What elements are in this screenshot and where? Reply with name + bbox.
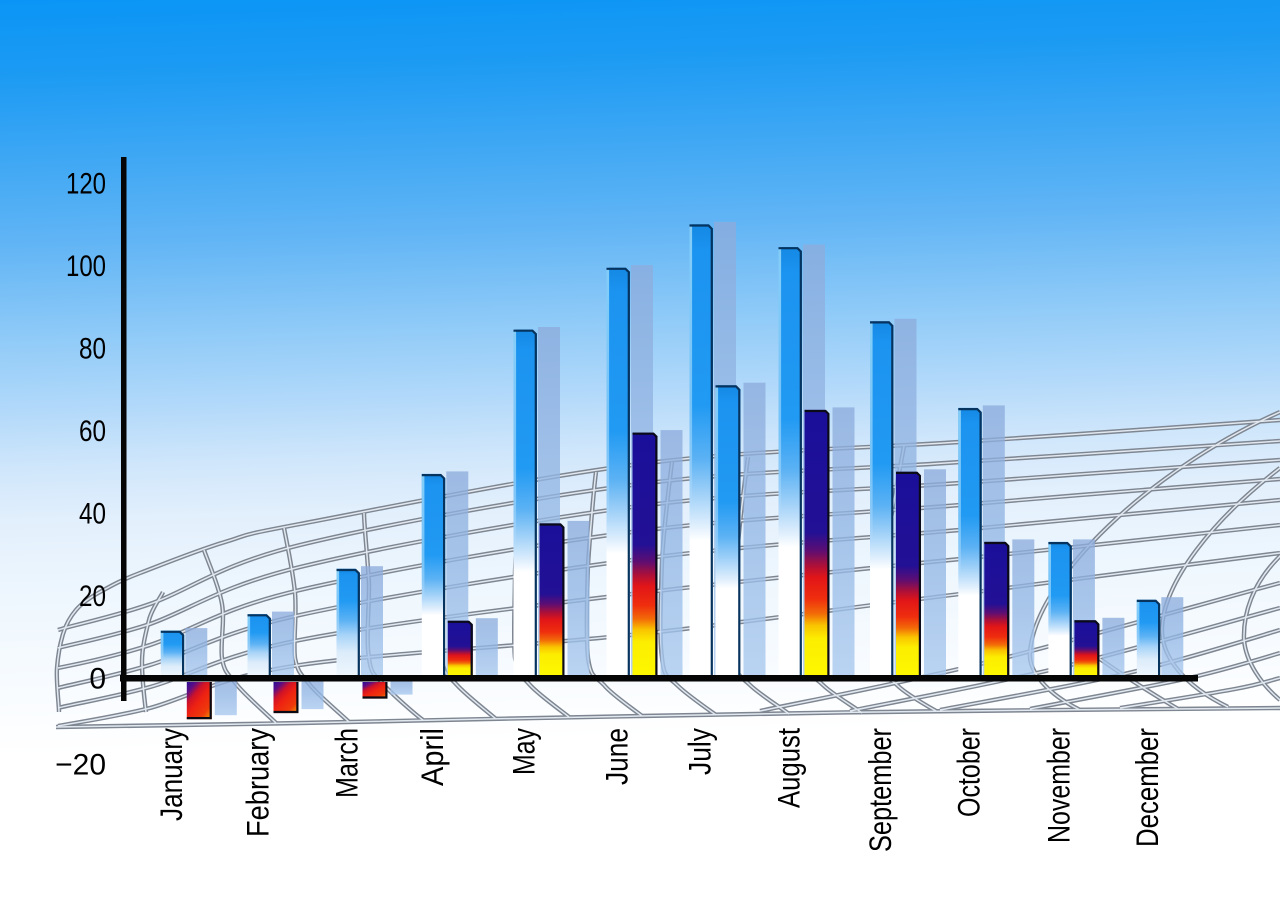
svg-text:−20: −20	[55, 749, 106, 782]
svg-text:80: 80	[79, 333, 106, 366]
svg-text:December: December	[1129, 728, 1165, 847]
svg-text:February: February	[240, 728, 276, 837]
svg-text:120: 120	[66, 168, 106, 201]
svg-text:September: September	[862, 728, 898, 852]
svg-text:March: March	[329, 728, 365, 798]
svg-text:November: November	[1040, 728, 1076, 843]
svg-text:January: January	[153, 728, 189, 821]
svg-text:0: 0	[89, 663, 106, 696]
svg-text:July: July	[682, 728, 718, 775]
svg-text:60: 60	[79, 415, 106, 448]
svg-text:40: 40	[79, 498, 106, 531]
svg-text:October: October	[950, 728, 986, 817]
svg-text:May: May	[506, 728, 542, 775]
svg-text:April: April	[414, 728, 450, 786]
svg-text:20: 20	[79, 580, 106, 613]
svg-text:June: June	[599, 728, 635, 785]
svg-text:100: 100	[66, 250, 106, 283]
svg-text:August: August	[771, 728, 807, 808]
